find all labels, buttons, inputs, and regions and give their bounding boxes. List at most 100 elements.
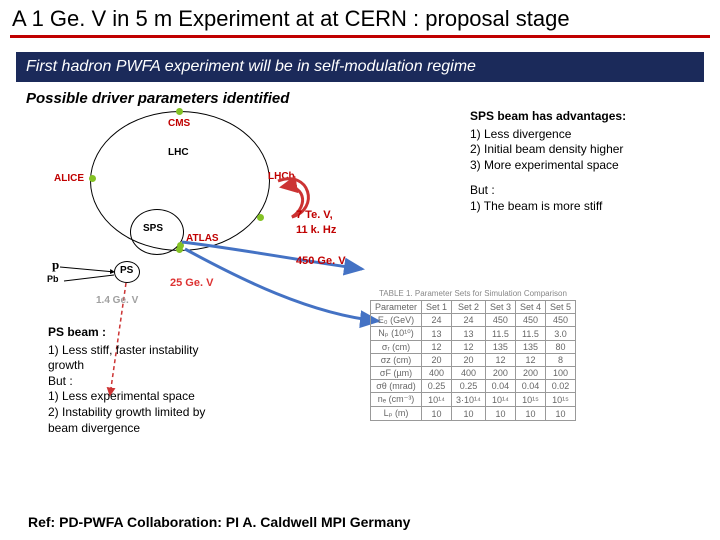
g25-label: 25 Ge. V [170,277,213,289]
table-cell: 0.25 [422,380,452,393]
table-cell: 11.5 [515,327,545,341]
th-1: Set 1 [422,301,452,314]
table-row: σz (cm)202012128 [371,354,576,367]
table-row: σF (µm)400400200200100 [371,367,576,380]
table-cell: σz (cm) [371,354,422,367]
g450-label: 450 Ge. V [296,255,346,267]
p-label: p [52,257,59,273]
table-row: Nₚ (10¹⁰)131311.511.53.0 [371,327,576,341]
table-cell: 8 [545,354,575,367]
g14-label: 1.4 Ge. V [96,295,138,306]
alice-label: ALICE [54,173,84,184]
reference: Ref: PD-PWFA Collaboration: PI A. Caldwe… [28,514,410,530]
table-cell: 10 [545,407,575,421]
cms-label: CMS [168,118,190,129]
title-rule [10,35,710,38]
table-cell: 450 [515,314,545,327]
table-cell: 10¹⁴ [422,393,452,407]
ps-b1: 1) Less experimental space [48,389,278,405]
table-cell: 10¹⁵ [545,393,575,407]
sps-adv-b1: 1) The beam is more stiff [470,199,705,215]
lhc-label: LHC [168,147,189,158]
table-cell: 10 [515,407,545,421]
table-cell: 10¹⁴ [485,393,515,407]
table-cell: 10 [422,407,452,421]
table-cell: 450 [545,314,575,327]
table-cell: 24 [422,314,452,327]
table-cell: 80 [545,341,575,354]
table-row: σᵣ (cm)121213513580 [371,341,576,354]
th-4: Set 4 [515,301,545,314]
table-cell: 11.5 [485,327,515,341]
ps-head: PS beam : [48,325,278,341]
diagram-stage: CMS LHC ALICE ATLAS LHCb SPS PS p Pb [10,109,710,479]
table-row: nₑ (cm⁻³)10¹⁴3·10¹⁴10¹⁴10¹⁵10¹⁵ [371,393,576,407]
cms-dot [176,108,183,115]
table-cell: Nₚ (10¹⁰) [371,327,422,341]
table-cell: 135 [485,341,515,354]
ps-ring-label: PS [120,265,133,276]
table-cell: σF (µm) [371,367,422,380]
lhcb-dot [257,214,264,221]
table-cell: 0.04 [515,380,545,393]
table-cell: 10¹⁵ [515,393,545,407]
table-cell: 100 [545,367,575,380]
table-cell: 12 [422,341,452,354]
sps-adv-3: 3) More experimental space [470,158,705,174]
table-cell: 10 [485,407,515,421]
table-cell: 0.02 [545,380,575,393]
table-cell: σθ (mrad) [371,380,422,393]
table-cell: 3.0 [545,327,575,341]
sps-adv-1: 1) Less divergence [470,127,705,143]
ps-b2b: beam divergence [48,421,278,437]
table-cell: 24 [452,314,486,327]
sim-table-wrap: TABLE 1. Parameter Sets for Simulation C… [370,289,576,421]
table-cell: 200 [515,367,545,380]
table-cell: 13 [422,327,452,341]
table-cell: 20 [422,354,452,367]
pb-label: Pb [47,274,59,284]
table-cell: 400 [452,367,486,380]
table-row: E₀ (GeV)2424450450450 [371,314,576,327]
table-cell: 3·10¹⁴ [452,393,486,407]
table-cell: 400 [422,367,452,380]
sps-adv-2: 2) Initial beam density higher [470,142,705,158]
table-cell: 0.25 [452,380,486,393]
sps-adv-head: SPS beam has advantages: [470,109,705,125]
table-cell: nₑ (cm⁻³) [371,393,422,407]
table-cell: Lₚ (m) [371,407,422,421]
banner: First hadron PWFA experiment will be in … [16,52,704,82]
table-cell: 12 [452,341,486,354]
table-cell: 20 [452,354,486,367]
ps-i1: 1) Less stiff, faster instability [48,343,278,359]
sps-adv-but: But : [470,183,705,199]
sps-label: SPS [143,223,163,234]
page-title: A 1 Ge. V in 5 m Experiment at at CERN :… [0,0,720,35]
ps-beam-box: PS beam : 1) Less stiff, faster instabil… [48,325,278,436]
sps-dot [177,242,184,249]
ps-b2: 2) Instability growth limited by [48,405,278,421]
sps-advantages: SPS beam has advantages: 1) Less diverge… [470,109,705,215]
table-cell: 200 [485,367,515,380]
lhcb-label: LHCb [268,171,295,182]
ps-i1b: growth [48,358,278,374]
table-cell: 10 [452,407,486,421]
subtitle: Possible driver parameters identified [0,86,720,109]
table-cell: 450 [485,314,515,327]
table-header-row: Parameter Set 1 Set 2 Set 3 Set 4 Set 5 [371,301,576,314]
table-cell: E₀ (GeV) [371,314,422,327]
table-cell: 13 [452,327,486,341]
table-cell: 12 [485,354,515,367]
table-row: Lₚ (m)1010101010 [371,407,576,421]
th-2: Set 2 [452,301,486,314]
alice-dot [89,175,96,182]
tev-label: 7 Te. V, [296,209,333,221]
sim-table: Parameter Set 1 Set 2 Set 3 Set 4 Set 5 … [370,300,576,421]
table-row: σθ (mrad)0.250.250.040.040.02 [371,380,576,393]
khz-label: 11 k. Hz [296,224,336,236]
th-3: Set 3 [485,301,515,314]
atlas-label: ATLAS [186,233,219,244]
ps-but: But : [48,374,278,390]
table-cell: 0.04 [485,380,515,393]
table-cell: 12 [515,354,545,367]
